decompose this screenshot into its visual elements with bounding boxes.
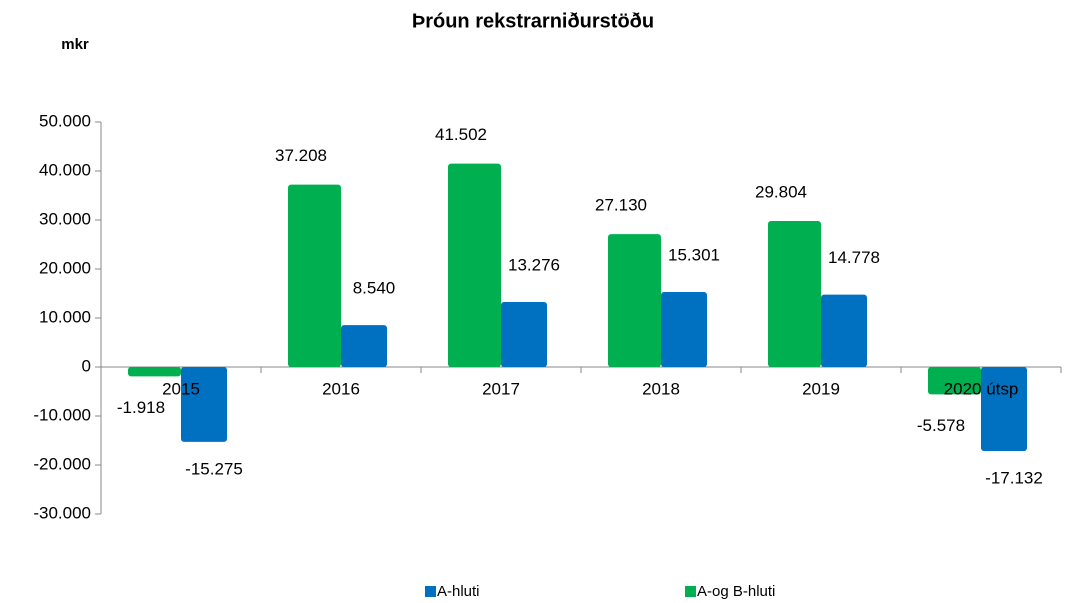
y-axis-label: mkr [61, 36, 89, 53]
y-tick-label: 40.000 [39, 160, 91, 179]
y-tick-label: 20.000 [39, 258, 91, 277]
data-label: -15.275 [185, 459, 243, 478]
data-label: -5.578 [917, 416, 965, 435]
legend-label: A-og B-hluti [697, 583, 775, 600]
data-label: 15.301 [668, 246, 720, 265]
data-label: 29.804 [755, 182, 807, 201]
x-tick-label: 2016 [322, 379, 360, 398]
bar [181, 367, 227, 442]
x-tick-label: 2019 [802, 379, 840, 398]
chart-title: Þróun rekstrarniðurstöðu [412, 10, 654, 32]
y-tick-label: 0 [82, 356, 91, 375]
x-tick-label: 2020 útsp [944, 379, 1019, 398]
bar [608, 234, 661, 367]
y-tick-label: -10.000 [33, 405, 91, 424]
bar [768, 220, 821, 367]
y-tick-label: 10.000 [39, 307, 91, 326]
bar [981, 367, 1027, 451]
y-tick-label: -30.000 [33, 503, 91, 522]
bar [661, 292, 707, 367]
x-tick-label: 2015 [162, 379, 200, 398]
bar [448, 163, 501, 367]
data-label: -1.918 [117, 398, 165, 417]
data-label: 27.130 [595, 196, 647, 215]
legend-label: A-hluti [437, 583, 480, 600]
data-label: 37.208 [275, 146, 327, 165]
data-label: -17.132 [985, 468, 1043, 487]
data-label: 13.276 [508, 255, 560, 274]
y-tick-label: 50.000 [39, 111, 91, 130]
data-label: 14.778 [828, 248, 880, 267]
y-tick-label: 30.000 [39, 209, 91, 228]
x-tick-label: 2018 [642, 379, 680, 398]
bar [928, 367, 981, 395]
bar [128, 367, 181, 377]
bar [821, 294, 867, 367]
y-tick-label: -20.000 [33, 454, 91, 473]
bar [501, 301, 547, 367]
data-label: 41.502 [435, 125, 487, 144]
legend-swatch [685, 586, 696, 597]
bar [288, 184, 341, 367]
data-label: 8.540 [353, 279, 396, 298]
x-tick-label: 2017 [482, 379, 520, 398]
bar [341, 325, 387, 367]
legend-swatch [425, 586, 436, 597]
